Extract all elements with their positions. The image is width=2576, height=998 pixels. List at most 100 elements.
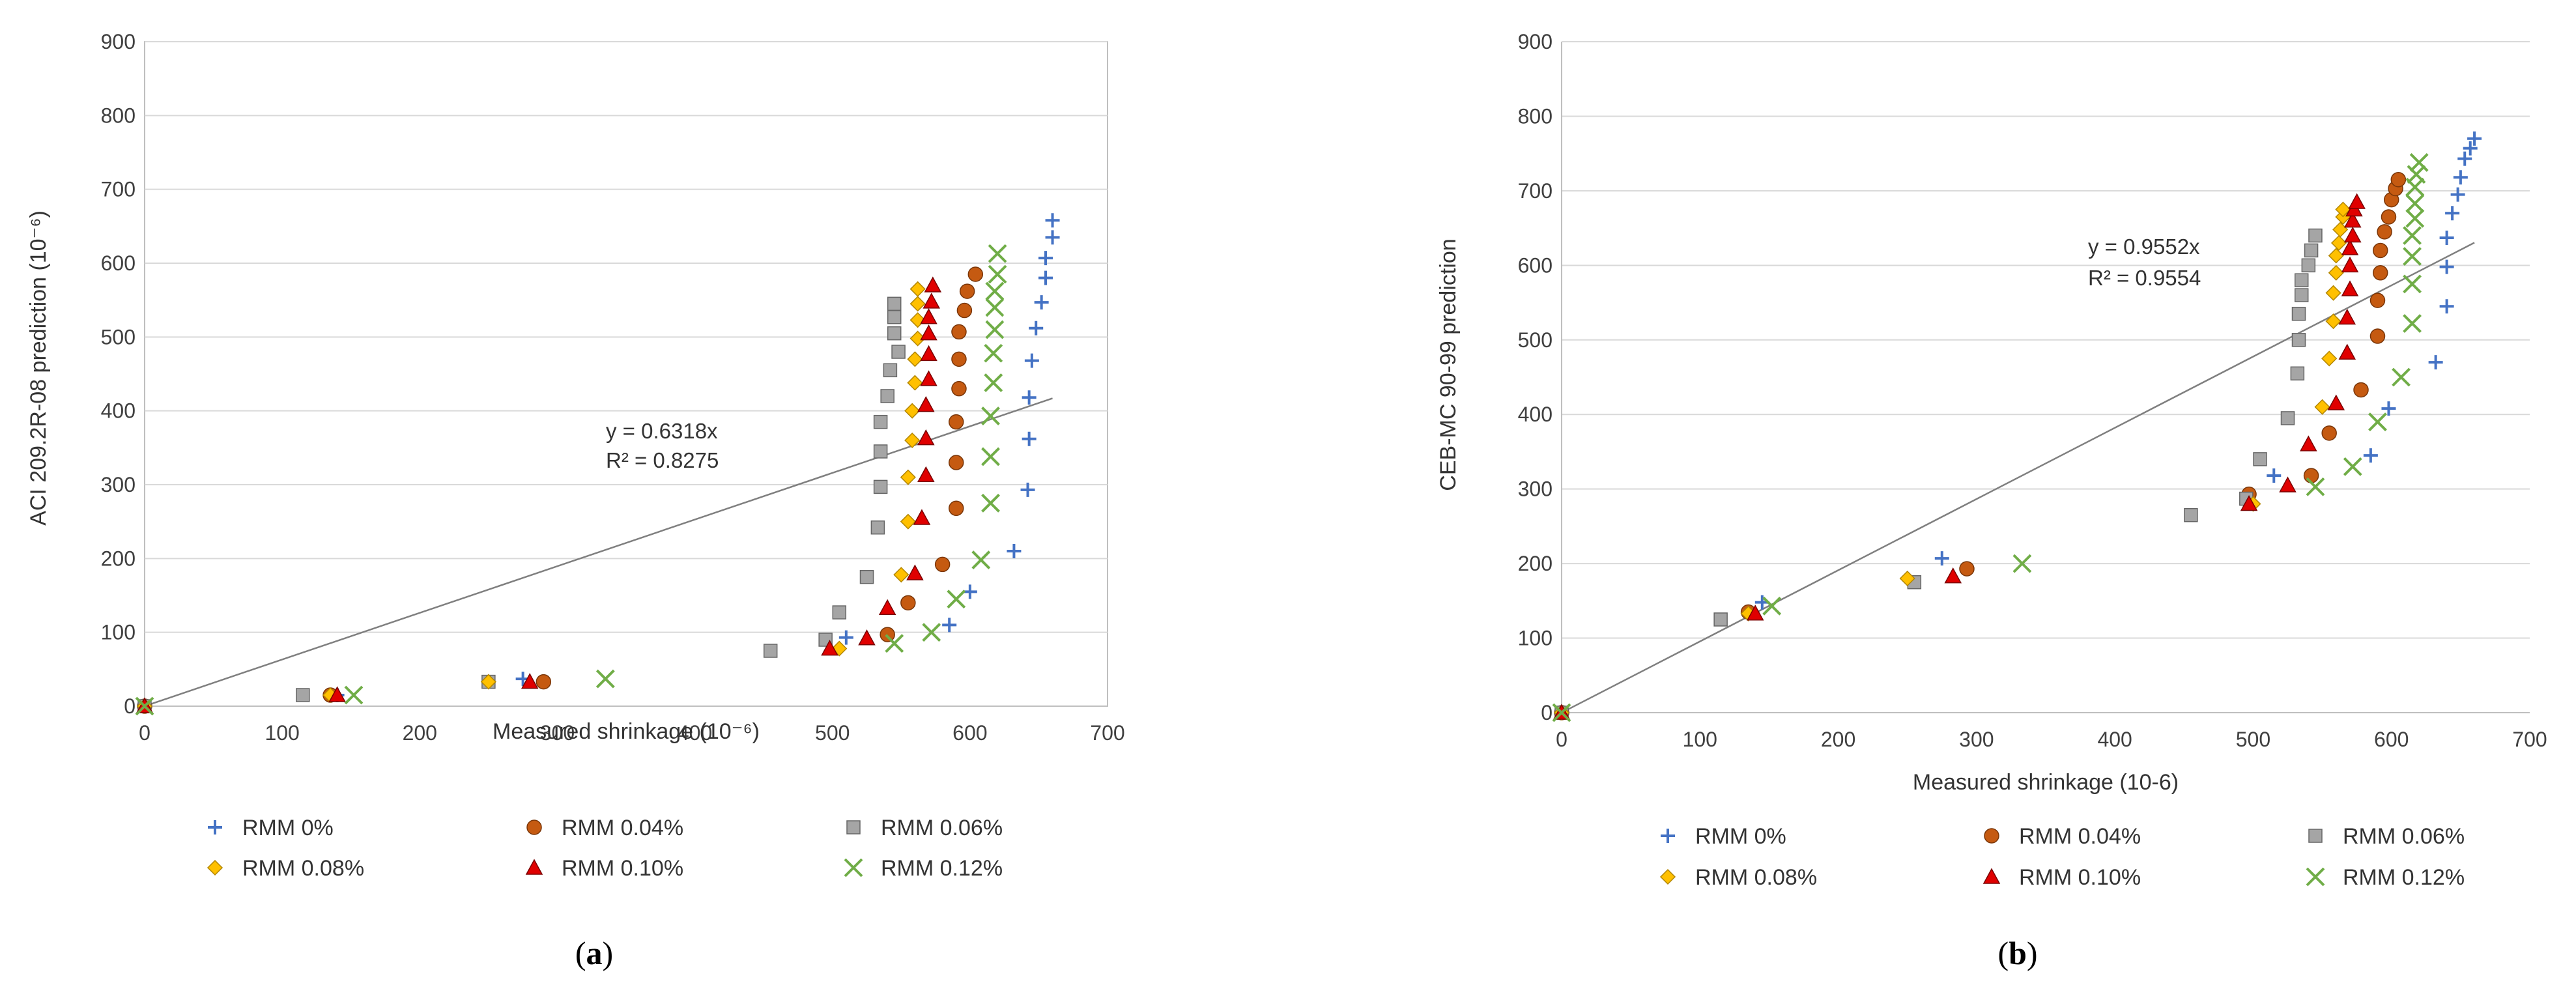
- chart-a-legend-marker-rmm-0-04: [526, 820, 542, 835]
- chart-a-point-rmm-0-06: [883, 363, 898, 378]
- chart-b-point-rmm-0-10: [2341, 256, 2359, 273]
- chart-a-x-tick-label: 200: [403, 721, 437, 745]
- chart-a-data-points: [135, 213, 1060, 716]
- chart-b-point-rmm-0-08: [2335, 201, 2351, 218]
- chart-a-legend: RMM 0% RMM 0.04% RMM 0.06% RMM 0.08% RMM 0.1…: [207, 816, 1003, 881]
- chart-b: 0 100 200 300 400 500 600 700 800 900 0 100 200 300 4…: [1436, 30, 2547, 971]
- chart-a-point-rmm-0-10: [924, 276, 942, 292]
- chart-a-point-rmm-0-06: [887, 326, 902, 341]
- chart-a-trend-r2: R² = 0.8275: [606, 448, 719, 472]
- chart-a-x-tick-label: 400: [678, 721, 712, 745]
- chart-a-point-rmm-0-12: [984, 343, 1003, 363]
- chart-a-point-rmm-0-10: [878, 599, 896, 616]
- chart-a-x-tick-label: 700: [1090, 721, 1124, 745]
- chart-a-point-rmm-0-06: [873, 444, 888, 459]
- chart-b-point-rmm-0-04: [2390, 171, 2407, 188]
- chart-b-point-rmm-0-10: [2344, 212, 2362, 228]
- chart-b-y-tick-label: 300: [1518, 478, 1553, 501]
- chart-a-point-rmm-0: [1007, 544, 1022, 558]
- chart-b-y-tick-label: 400: [1518, 403, 1553, 426]
- chart-a-legend-marker-rmm-0: [208, 820, 222, 834]
- chart-a-point-rmm-0: [1029, 321, 1044, 335]
- chart-a-point-rmm-0-08: [907, 351, 923, 367]
- chart-a-point-rmm-0: [942, 618, 957, 633]
- chart-b-point-rmm-0-08: [2328, 248, 2344, 264]
- chart-b-point-rmm-0-06: [1713, 612, 1728, 627]
- chart-a-point-rmm-0: [1045, 213, 1060, 228]
- chart-b-point-rmm-0-06: [2280, 411, 2295, 425]
- chart-b-point-rmm-0-06: [2304, 243, 2319, 258]
- chart-a-point-rmm-0-04: [948, 500, 964, 517]
- chart-a-legend-label: RMM 0.08%: [242, 856, 364, 881]
- chart-a-point-rmm-0-04: [948, 414, 964, 430]
- chart-a-point-rmm-0-12: [947, 590, 966, 609]
- chart-a-point-rmm-0-08: [907, 375, 923, 391]
- chart-b-point-rmm-0-04: [2303, 468, 2319, 483]
- chart-a-point-rmm-0: [838, 630, 853, 645]
- chart-b-y-tick-label: 0: [1541, 701, 1553, 724]
- chart-a-point-rmm-0-12: [135, 696, 154, 716]
- chart-b-point-rmm-0: [2439, 230, 2454, 245]
- chart-b-point-rmm-0-04: [2381, 209, 2397, 225]
- chart-b-y-tick-label: 500: [1518, 328, 1553, 352]
- chart-a-point-rmm-0-04: [951, 324, 967, 340]
- chart-a-x-tick-label: 100: [265, 721, 299, 745]
- chart-b-point-rmm-0-04: [2372, 242, 2388, 259]
- chart-b-x-tick-label: 500: [2236, 728, 2270, 751]
- chart-a-point-rmm-0-10: [917, 466, 935, 483]
- chart-a-point-rmm-0-12: [984, 373, 1003, 393]
- chart-b-series-rmm-0-12: [1552, 152, 2429, 722]
- chart-a-y-tick-label: 500: [101, 325, 136, 349]
- chart-a-point-rmm-0-08: [909, 296, 926, 312]
- chart-a-point-rmm-0-10: [920, 308, 937, 324]
- chart-b-legend: RMM 0% RMM 0.04% RMM 0.06% RMM 0.08% RMM 0.1…: [1659, 824, 2465, 890]
- chart-b-point-rmm-0-08: [2325, 313, 2341, 330]
- chart-a-point-rmm-0-06: [870, 520, 885, 535]
- chart-a-point-rmm-0-06: [887, 309, 902, 324]
- chart-b-x-tick-label: 700: [2512, 728, 2547, 751]
- chart-a-point-rmm-0-10: [521, 673, 539, 689]
- chart-b-point-rmm-0-04: [2369, 328, 2386, 344]
- chart-a: 0 100 200 300 400 500 600 700 800 900 0 100 200 300 4…: [26, 30, 1125, 971]
- chart-b-y-axis-label: CEB-MC 90-99 prediction: [1436, 238, 1461, 491]
- chart-b-legend-label: RMM 0.08%: [1695, 865, 1817, 890]
- chart-a-point-rmm-0-06: [887, 296, 902, 311]
- chart-b-y-tick-label: 600: [1518, 253, 1553, 277]
- chart-a-y-tick-label: 700: [101, 178, 136, 201]
- chart-a-point-rmm-0-10: [920, 370, 937, 386]
- chart-b-point-rmm-0-10: [2341, 239, 2359, 255]
- chart-a-y-tick-label: 300: [101, 473, 136, 496]
- chart-a-point-rmm-0-08: [480, 674, 496, 690]
- chart-b-y-tick-label: 700: [1518, 179, 1553, 203]
- chart-b-point-rmm-0-06: [2290, 366, 2305, 381]
- chart-b-point-rmm-0-08: [2321, 350, 2338, 367]
- chart-a-point-rmm-0-08: [893, 567, 909, 583]
- chart-b-point-rmm-0-04: [2372, 265, 2388, 281]
- chart-a-point-rmm-0-04: [536, 674, 552, 690]
- chart-b-legend-marker-rmm-0-10: [1982, 868, 2001, 884]
- chart-b-point-rmm-0-10: [2300, 435, 2317, 451]
- chart-a-point-rmm-0: [1020, 482, 1035, 497]
- chart-b-legend-marker-rmm-0-06: [2308, 829, 2323, 843]
- chart-a-point-rmm-0-12: [988, 244, 1007, 263]
- chart-b-legend-marker-rmm-0-04: [1984, 828, 1999, 844]
- chart-a-point-rmm-0-10: [923, 292, 941, 309]
- chart-b-point-rmm-0-06: [2253, 452, 2267, 466]
- chart-b-point-rmm-0-12: [2409, 152, 2429, 172]
- chart-b-point-rmm-0: [2439, 259, 2454, 274]
- chart-b-point-rmm-0-12: [2392, 367, 2411, 387]
- chart-a-point-rmm-0: [1022, 431, 1037, 446]
- chart-b-x-tick-label: 400: [2097, 728, 2132, 751]
- chart-b-point-rmm-0-06: [2184, 507, 2198, 522]
- chart-a-y-axis-label: ACI 209.2R-08 prediction (10⁻⁶): [26, 210, 51, 526]
- chart-a-point-rmm-0: [1038, 251, 1053, 266]
- chart-b-point-rmm-0-04: [2321, 425, 2337, 441]
- chart-b-point-rmm-0-08: [2330, 235, 2347, 251]
- chart-b-point-rmm-0-12: [1762, 596, 1782, 616]
- chart-a-point-rmm-0-06: [296, 688, 310, 702]
- chart-b-legend-label: RMM 0%: [1695, 824, 1786, 849]
- chart-b-x-tick-label: 0: [1556, 728, 1567, 751]
- chart-a-legend-marker-rmm-0-10: [525, 859, 543, 875]
- chart-a-point-rmm-0-08: [904, 403, 921, 419]
- chart-b-point-rmm-0-12: [2403, 274, 2422, 294]
